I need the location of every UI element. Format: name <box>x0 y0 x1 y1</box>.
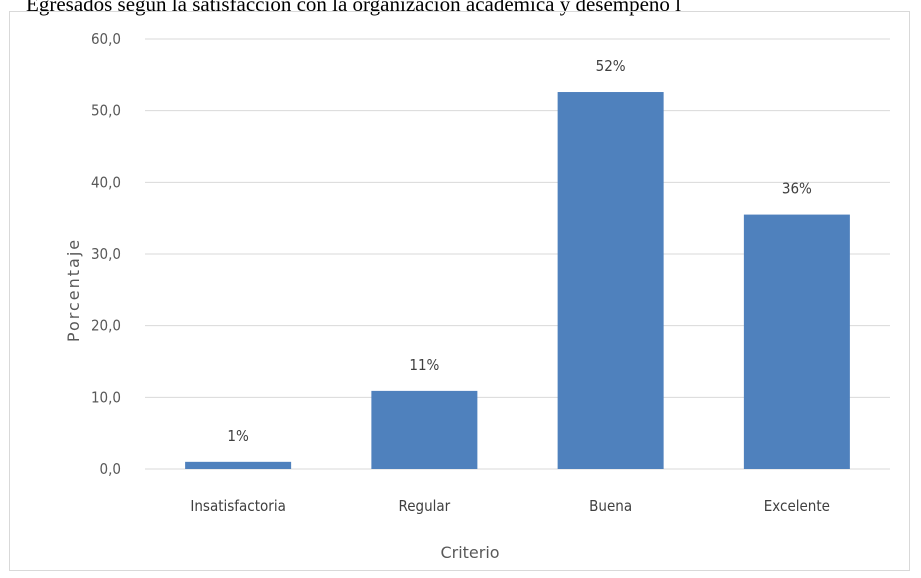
bars <box>185 92 850 470</box>
y-tick-label: 20,0 <box>91 317 121 335</box>
x-category-excelente: Excelente <box>764 497 830 515</box>
y-tick-label: 0,0 <box>100 460 121 478</box>
x-axis-categories: Insatisfactoria Regular Buena Excelente <box>190 497 830 515</box>
x-category-buena: Buena <box>589 497 632 515</box>
x-category-insatisfactoria: Insatisfactoria <box>190 497 285 515</box>
bar-regular <box>371 390 478 469</box>
y-tick-label: 40,0 <box>91 173 121 191</box>
x-category-regular: Regular <box>399 497 451 515</box>
y-tick-label: 50,0 <box>91 102 121 120</box>
bar-insatisfactoria <box>185 461 292 469</box>
y-tick-label: 60,0 <box>91 30 121 48</box>
data-label-regular: 11% <box>409 356 439 374</box>
x-axis-title: Criterio <box>440 543 499 562</box>
data-label-excelente: 36% <box>782 180 812 198</box>
data-label-buena: 52% <box>596 57 626 75</box>
y-tick-label: 30,0 <box>91 245 121 263</box>
bar-excelente <box>743 214 850 469</box>
data-labels: 1% 11% 52% 36% <box>227 57 812 445</box>
chart-frame <box>9 11 910 571</box>
y-tick-label: 10,0 <box>91 388 121 406</box>
y-axis-ticks: 0,0 10,0 20,0 30,0 40,0 50,0 60,0 <box>91 30 121 478</box>
bar-buena <box>557 92 664 470</box>
data-label-insatisfactoria: 1% <box>227 427 249 445</box>
y-axis-title: Porcentaje <box>64 238 83 342</box>
chart-caption: Egresados según la satisfacción con la o… <box>26 0 682 16</box>
